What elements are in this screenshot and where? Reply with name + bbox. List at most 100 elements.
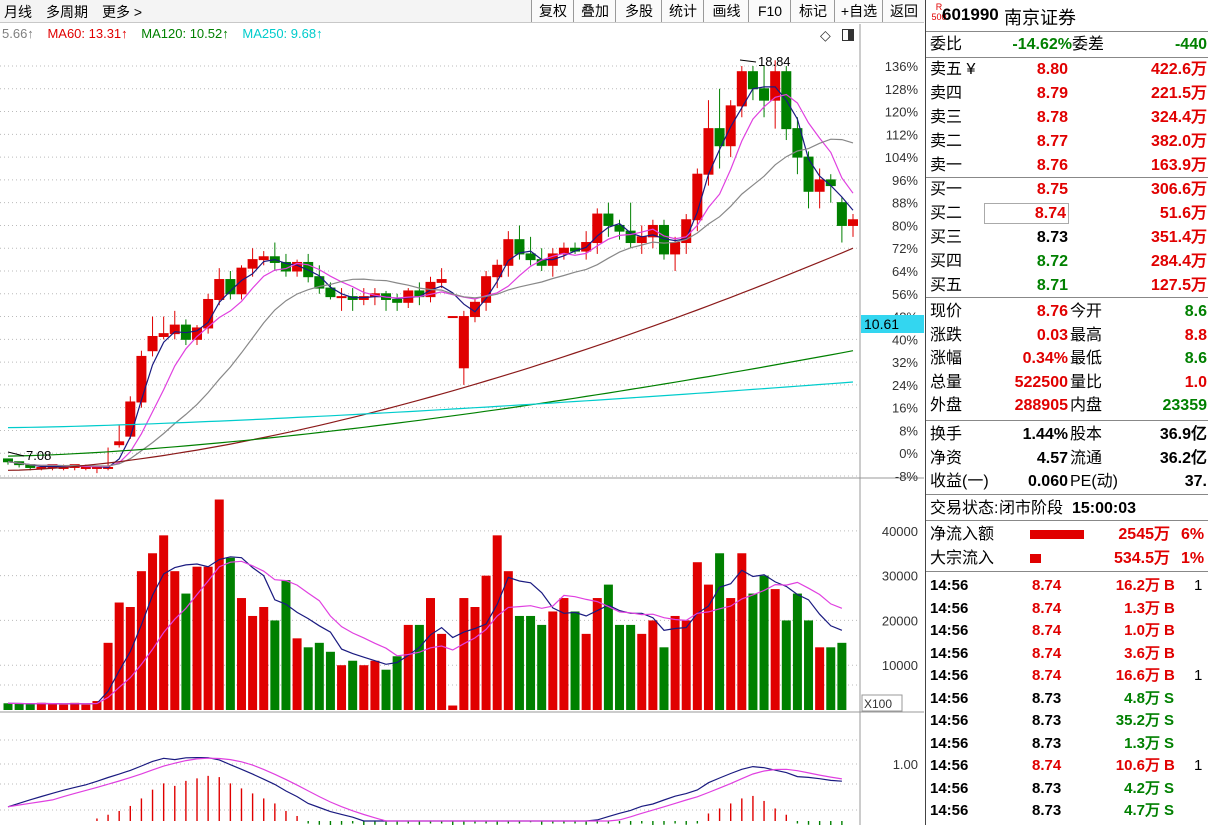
bid-label: 买四 (930, 253, 963, 270)
tick-price: 8.73 (1032, 734, 1062, 752)
add-watchlist-button[interactable]: +自选 (834, 0, 883, 22)
volume-bar (770, 589, 780, 710)
candle-body (525, 253, 536, 261)
volume-bar (526, 615, 536, 710)
multi-stock-button[interactable]: 多股 (615, 0, 662, 22)
tick-row: 14:56 8.73 1.3万 S (926, 733, 1208, 756)
price-axis-label: 40% (892, 332, 918, 347)
bid-volume: 306.6万 (1150, 181, 1207, 198)
order-ratio-row: 委比 -14.62% 委差 -440 (926, 33, 1208, 56)
volume-bar (36, 702, 46, 710)
volume-bar (626, 624, 636, 710)
back-button[interactable]: 返回 (882, 0, 925, 22)
stock-name: 南京证券 (1004, 8, 1076, 28)
draw-line-button[interactable]: 画线 (703, 0, 749, 22)
price-axis-label: 136% (885, 59, 919, 74)
volume-bar (181, 593, 191, 710)
candle-body (747, 71, 758, 90)
tick-price: 8.74 (1032, 622, 1062, 639)
quote-label: 今开 (1070, 303, 1103, 320)
monthly-period-link[interactable]: 月线 (4, 4, 32, 20)
volume-axis-label: 20000 (882, 613, 918, 628)
volume-bar (637, 633, 647, 710)
candle-body (670, 242, 681, 255)
ask-row: 卖五 ¥ 8.80 422.6万 (926, 58, 1208, 81)
ma-mid-line (7, 93, 854, 468)
volume-bar (136, 571, 146, 710)
panel-toggle-icon[interactable] (842, 29, 854, 41)
quote-value: 8.6 (1184, 303, 1207, 320)
volume-bar (759, 575, 769, 710)
ask-volume: 221.5万 (1150, 85, 1207, 102)
tick-time: 14:56 (930, 779, 969, 797)
flow-percent: 1% (1181, 549, 1205, 567)
mark-button[interactable]: 标记 (790, 0, 835, 22)
bid-label: 买一 (930, 181, 963, 198)
quote-label: 最高 (1070, 326, 1103, 344)
volume-bar (59, 704, 69, 710)
chart-area[interactable]: 136%128%120%112%104%96%88%80%72%64%56%48… (0, 24, 924, 825)
tick-time: 14:56 (930, 802, 969, 819)
quote-label: 内盘 (1070, 397, 1103, 414)
high-price-label: 18.84 (758, 54, 791, 69)
flow-value: 2545万 (1118, 526, 1170, 543)
volume-bar (592, 598, 602, 710)
tick-count: 1 (1194, 757, 1203, 774)
volume-bar (681, 620, 691, 710)
candle-body (169, 324, 180, 335)
tick-volume: 4.2万 (1124, 779, 1160, 797)
overlay-button[interactable]: 叠加 (573, 0, 616, 22)
ma-long-line (7, 138, 854, 467)
high-price-pointer (739, 59, 757, 63)
fundamental-label: 流通 (1070, 449, 1103, 467)
volume-bar (370, 660, 380, 710)
fundamental-value: 36.2亿 (1159, 449, 1207, 467)
candle-body (848, 219, 858, 226)
quote-row: 总量 522500 量比 1.0 (926, 371, 1208, 394)
tick-row: 14:56 8.74 16.2万 B 1 (926, 575, 1208, 598)
f10-button[interactable]: F10 (748, 0, 791, 22)
adjust-rights-button[interactable]: 复权 (531, 0, 574, 22)
divider (926, 420, 1208, 421)
diamond-icon[interactable]: ◇ (820, 27, 831, 43)
multi-period-link[interactable]: 多周期 (46, 4, 88, 20)
volume-ma5-line (7, 556, 843, 705)
volume-bar (103, 642, 113, 710)
volume-bar (603, 584, 613, 710)
volume-bar (381, 669, 391, 710)
tick-price: 8.74 (1032, 599, 1062, 617)
bid-volume: 351.4万 (1150, 229, 1207, 246)
quote-row: 涨跌 0.03 最高 8.8 (926, 324, 1208, 347)
bid-price: 8.72 (1036, 253, 1068, 270)
candle-body (770, 71, 781, 101)
tick-row: 14:56 8.74 1.0万 B (926, 620, 1208, 643)
ask-row: 卖三 8.78 324.4万 (926, 106, 1208, 129)
bid-price: 8.73 (1036, 229, 1068, 246)
low-price-label: 7.08 (26, 448, 51, 463)
tick-time: 14:56 (930, 712, 969, 729)
quote-label: 现价 (930, 303, 963, 320)
volume-bar (804, 620, 814, 710)
tick-time: 14:56 (930, 599, 969, 617)
volume-bar (837, 642, 847, 710)
tick-row: 14:56 8.73 4.8万 S (926, 688, 1208, 711)
tick-side: S (1164, 802, 1175, 819)
tick-side: S (1164, 712, 1175, 729)
tick-volume: 4.7万 (1124, 802, 1160, 819)
statistics-button[interactable]: 统计 (661, 0, 704, 22)
quote-label: 外盘 (930, 397, 963, 414)
tick-time: 14:56 (930, 689, 969, 707)
more-menu-link[interactable]: 更多 > (102, 4, 143, 20)
ask-price: 8.76 (1036, 157, 1068, 174)
volume-bar (236, 598, 246, 710)
volume-bar (437, 633, 447, 710)
volume-bar (514, 615, 524, 710)
tick-row: 14:56 8.74 1.3万 B (926, 598, 1208, 621)
volume-bar (114, 602, 124, 710)
volume-axis-label: 30000 (882, 569, 918, 584)
quote-value: 1.0 (1184, 373, 1207, 391)
tick-volume: 10.6万 (1115, 757, 1160, 774)
trade-status-row: 交易状态: 闭市阶段 15:00:03 (926, 497, 1208, 520)
candle-body (158, 333, 169, 337)
volume-bar (392, 656, 402, 710)
